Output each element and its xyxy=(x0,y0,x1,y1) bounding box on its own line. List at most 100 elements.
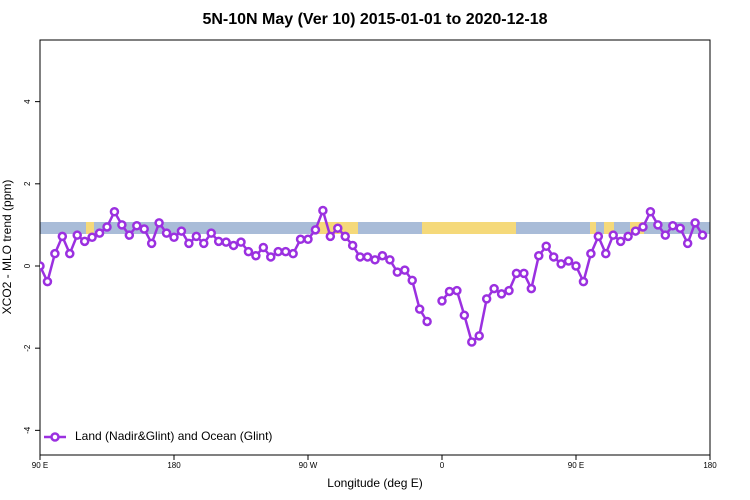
x-tick-label: 0 xyxy=(440,461,445,470)
data-point xyxy=(586,248,596,259)
data-point xyxy=(571,261,581,271)
data-point xyxy=(504,285,514,296)
data-point xyxy=(697,230,708,240)
data-point xyxy=(682,238,693,249)
data-point xyxy=(310,225,321,235)
data-point xyxy=(444,286,455,297)
data-point xyxy=(563,256,574,266)
data-point xyxy=(340,231,350,242)
data-point xyxy=(414,304,425,314)
data-point xyxy=(72,230,82,240)
data-point xyxy=(206,228,216,238)
plot-area xyxy=(40,205,708,347)
data-point xyxy=(630,226,641,236)
data-point xyxy=(556,259,566,269)
data-point xyxy=(407,275,417,286)
y-tick-label: -4 xyxy=(23,426,32,434)
data-point xyxy=(94,228,105,238)
x-tick-label: 180 xyxy=(167,461,181,470)
data-point xyxy=(109,207,120,217)
data-point xyxy=(675,223,685,233)
data-point xyxy=(422,316,432,327)
data-point xyxy=(578,276,589,287)
data-point xyxy=(280,246,291,257)
x-tick-label: 180 xyxy=(703,461,717,470)
data-point xyxy=(459,310,470,321)
x-tick-label: 90 W xyxy=(299,461,318,470)
data-point xyxy=(370,255,380,265)
x-tick-label: 90 E xyxy=(568,461,584,470)
data-point xyxy=(392,267,403,277)
data-point xyxy=(132,220,142,231)
land-region xyxy=(604,222,614,234)
data-point xyxy=(615,236,626,247)
y-tick-label: 0 xyxy=(23,263,32,268)
data-point xyxy=(362,252,373,262)
data-point xyxy=(400,265,410,275)
data-point xyxy=(221,237,231,247)
data-point xyxy=(258,242,269,253)
data-point xyxy=(243,246,254,257)
data-point xyxy=(601,248,611,259)
land-region xyxy=(422,222,516,234)
data-point xyxy=(176,226,187,236)
data-point xyxy=(623,231,633,242)
data-point xyxy=(146,238,157,249)
data-point xyxy=(668,220,678,231)
data-point xyxy=(452,285,462,296)
data-point xyxy=(534,250,544,261)
data-point xyxy=(347,240,358,251)
data-point xyxy=(161,228,172,238)
data-point xyxy=(489,283,499,294)
data-point xyxy=(273,246,283,257)
plot-frame xyxy=(39,39,711,456)
data-point xyxy=(638,222,648,232)
data-point xyxy=(303,234,313,245)
data-point xyxy=(660,230,671,240)
y-tick-label: -2 xyxy=(23,344,32,352)
land-region xyxy=(86,222,94,234)
data-point xyxy=(124,230,135,240)
data-point xyxy=(355,252,365,262)
data-point xyxy=(266,252,276,262)
data-point xyxy=(236,237,246,247)
data-point xyxy=(690,218,700,228)
data-point xyxy=(608,230,618,240)
data-point xyxy=(288,248,298,259)
data-point xyxy=(511,268,522,279)
y-tick-label: 2 xyxy=(23,181,32,186)
data-point xyxy=(169,232,179,242)
data-point xyxy=(213,236,224,247)
x-tick-label: 90 E xyxy=(32,461,48,470)
x-axis-label: Longitude (deg E) xyxy=(327,476,422,490)
data-point xyxy=(437,296,447,306)
y-tick-label: 4 xyxy=(23,99,32,104)
data-point xyxy=(40,261,45,271)
data-point xyxy=(251,250,261,261)
data-point xyxy=(467,337,477,347)
legend-marker xyxy=(50,432,60,442)
chart-title: 5N-10N May (Ver 10) 2015-01-01 to 2020-1… xyxy=(202,11,547,28)
data-point xyxy=(50,248,60,259)
land-region xyxy=(590,222,596,234)
data-point xyxy=(519,268,529,279)
data-point xyxy=(481,294,492,304)
data-point xyxy=(139,224,149,234)
data-point xyxy=(318,205,328,216)
data-point xyxy=(79,236,90,247)
data-point xyxy=(541,241,551,252)
data-point xyxy=(325,231,336,242)
legend-label: Land (Nadir&Glint) and Ocean (Glint) xyxy=(75,429,272,443)
data-point xyxy=(184,238,194,249)
data-point xyxy=(653,220,663,230)
data-point xyxy=(333,223,343,233)
data-point xyxy=(117,220,127,230)
data-point xyxy=(191,231,202,242)
data-point xyxy=(496,289,507,299)
data-point xyxy=(199,238,209,249)
data-point xyxy=(65,248,75,259)
data-point xyxy=(593,231,604,242)
data-point xyxy=(377,250,388,261)
data-point xyxy=(645,207,656,217)
